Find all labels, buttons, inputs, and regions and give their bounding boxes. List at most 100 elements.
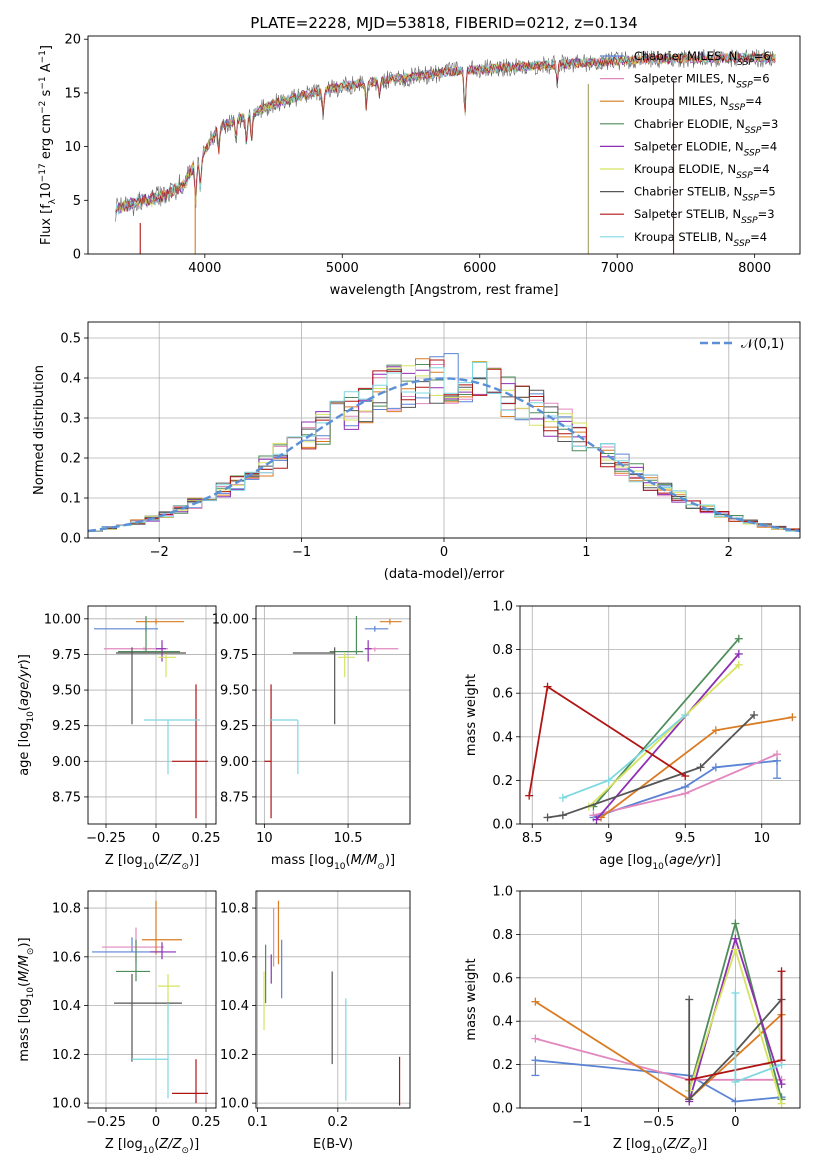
x-tick-label: 8000 [738, 261, 771, 276]
spectrum-line [115, 52, 776, 216]
series-line [528, 685, 686, 796]
errorbar-point [264, 684, 272, 819]
x-tick-label: −0.5 [643, 1115, 675, 1130]
axes-frame [87, 605, 217, 825]
y-tick-label: 9.50 [220, 684, 249, 699]
legend-entry: Kroupa MILES, NSSP=4 [634, 94, 762, 113]
errorbar-point [269, 719, 299, 775]
x-tick-label: 10.5 [334, 831, 363, 846]
figure-title: PLATE=2228, MJD=53818, FIBERID=0212, z=0… [250, 14, 637, 32]
x-tick-label: 0.25 [192, 831, 221, 846]
mass-weight-vs-Z-axes: −1 −0.5 0 0.0 0.2 0.4 0.6 0.8 1.0 Z [log10(Z/Z⊙)]… [464, 885, 801, 1156]
mass-vs-Z-plot-area [92, 900, 208, 1104]
x-tick-label: 0.1 [247, 1115, 268, 1130]
y-tick-label: 9.50 [52, 684, 81, 699]
errorbar-point [136, 618, 184, 625]
legend-entry: Kroupa STELIB, NSSP=4 [634, 230, 767, 249]
x-axis-label: E(B-V) [313, 1137, 353, 1152]
errorbar-point [94, 625, 158, 632]
errorbar-point [118, 615, 180, 653]
y-tick-label: 10.2 [52, 1048, 81, 1063]
errorbar-point [132, 1003, 169, 1099]
y-tick-label: 10.6 [52, 950, 81, 965]
mass-weight-vs-Z-plot-area [531, 919, 786, 1108]
series-line [595, 653, 740, 821]
y-tick-label: 10.8 [220, 902, 249, 917]
errorbar-point [144, 719, 200, 775]
y-tick-label: 0.0 [60, 532, 81, 547]
x-tick-label: 9.5 [675, 831, 696, 846]
mass-weight-vs-age-plot-area [525, 634, 797, 824]
age-vs-Z-plot-area [94, 615, 208, 819]
y-tick-label: 0.8 [492, 643, 513, 658]
x-tick-label: 0 [440, 545, 448, 560]
legend-entry: Salpeter MILES, NSSP=6 [634, 72, 770, 91]
x-axis-label: Z [log10(Z/Z⊙)] [105, 853, 199, 872]
series-line [562, 714, 686, 799]
y-tick-label: 0.1 [60, 492, 81, 507]
x-tick-label: 10 [256, 831, 273, 846]
x-tick-label: 10 [753, 831, 770, 846]
y-tick-label: 10.00 [44, 612, 81, 627]
x-tick-label: 2 [725, 545, 733, 560]
axes-frame [87, 35, 801, 255]
age-vs-Z-axes: −0.25 0 0.25 8.75 9.00 9.25 9.50 9.75 10.00 Z [lo… [17, 605, 221, 872]
series-line [593, 759, 778, 819]
mass-weight-series [589, 750, 782, 820]
mass-weight-series [543, 711, 759, 822]
x-tick-label: 0 [152, 1115, 160, 1130]
y-axis-label: Normed distribution [32, 365, 47, 495]
errorbar-point [158, 653, 176, 678]
y-tick-label: 0.0 [492, 1102, 513, 1117]
errorbar-point [150, 942, 176, 960]
y-tick-label: 10.4 [52, 999, 81, 1014]
legend-entry: Chabrier MILES, NSSP=6 [634, 49, 771, 68]
spectrum-line [115, 48, 776, 222]
y-axis-label: age [log10(age/yr)] [17, 654, 36, 776]
x-tick-label: −1 [572, 1115, 591, 1130]
normal-curve [88, 377, 800, 533]
y-tick-label: 8.75 [52, 790, 81, 805]
y-tick-label: 10.8 [52, 902, 81, 917]
mass-vs-ebv-plot-area [263, 900, 401, 1106]
histogram-step [88, 362, 800, 532]
y-tick-label: 15 [64, 86, 81, 101]
y-tick-label: 10.4 [220, 999, 249, 1014]
x-tick-label: 1 [582, 545, 590, 560]
y-tick-label: 9.25 [52, 719, 81, 734]
errorbar-point [292, 647, 336, 725]
errorbar-point [364, 625, 389, 632]
y-tick-label: 10.0 [52, 1097, 81, 1112]
errorbar-point [114, 973, 182, 1062]
axes-frame [255, 605, 411, 825]
legend-entry: Salpeter ELODIE, NSSP=4 [634, 139, 777, 158]
x-axis-label: age [log10(age/yr)] [599, 853, 721, 872]
y-tick-label: 10 [64, 140, 81, 155]
mass-weight-series [525, 682, 690, 800]
spectrum-legend: Chabrier MILES, NSSP=6 Salpeter MILES, NS… [600, 49, 778, 249]
age-vs-mass-axes: 10 10.5 8.75 9.00 9.25 9.50 9.75 10.00 mass [log… [212, 605, 411, 872]
mass-weight-vs-age-axes: 8.5 9 9.5 10 0.0 0.2 0.4 0.6 0.8 1.0 age [log10(ag… [464, 600, 801, 872]
spectrum-line [115, 51, 776, 213]
y-tick-label: 0.6 [492, 971, 513, 986]
mass-weight-series [589, 756, 782, 822]
y-tick-label: 0.8 [492, 928, 513, 943]
y-tick-label: 0 [73, 248, 81, 263]
errorbar-point [156, 640, 166, 662]
y-tick-label: 10.2 [220, 1048, 249, 1063]
y-tick-label: 9.75 [52, 648, 81, 663]
residuals-axes: −2 −1 0 1 2 0.0 0.1 0.2 0.3 0.4 0.5 (data-model)/er… [32, 321, 801, 582]
errorbar-point [116, 939, 150, 982]
y-tick-label: 10.00 [212, 612, 249, 627]
x-axis-label: (data-model)/error [384, 567, 505, 582]
axes-frame [519, 890, 801, 1109]
y-tick-label: 9.75 [220, 648, 249, 663]
y-axis-label: Flux [fλ10−17 erg cm−2 s−1 A−1] [38, 45, 58, 245]
legend-entry: Kroupa ELODIE, NSSP=4 [634, 162, 770, 181]
x-tick-label: −1 [292, 545, 311, 560]
y-axis-label: mass weight [464, 674, 479, 756]
mass-vs-Z-axes: −0.25 0 0.25 10.0 10.2 10.4 10.6 10.8 Z [log10(Z… [17, 890, 221, 1156]
mass-weight-series [592, 649, 743, 824]
x-tick-label: 0.25 [192, 1115, 221, 1130]
